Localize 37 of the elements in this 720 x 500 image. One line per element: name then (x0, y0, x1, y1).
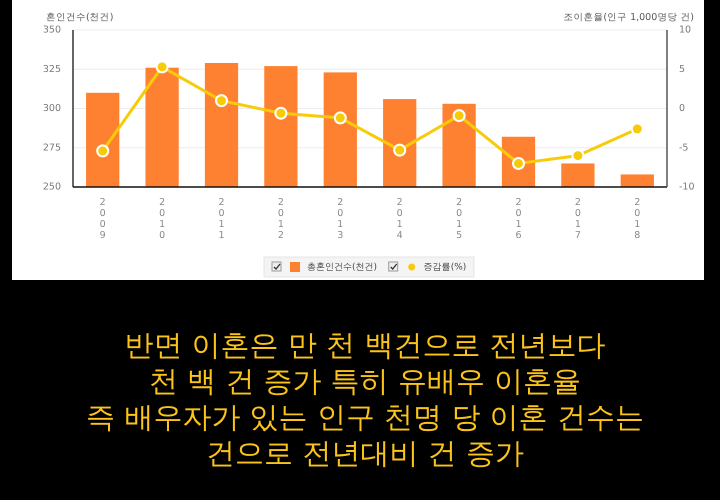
x-tick-label: 2014 (396, 197, 403, 241)
legend-label: 총혼인건수(천건) (307, 262, 378, 272)
point (452, 109, 466, 122)
y2-tick-label: 10 (679, 24, 692, 36)
x-tick-label: 2012 (278, 197, 284, 241)
point (215, 94, 228, 108)
point (630, 122, 644, 136)
y2-tick-label: -5 (679, 142, 688, 154)
y-tick-label: 275 (42, 142, 61, 154)
x-tick-label: 2011 (218, 197, 225, 241)
legend-label: 증감률(%) (424, 262, 466, 272)
text: 건으로 전년대비 건 증가 (206, 436, 524, 470)
y2-axis-title: 조이혼율(인구 1,000명당 건) (563, 12, 694, 23)
y-tick-label: 250 (42, 182, 61, 193)
x-tick-label: 2016 (515, 197, 522, 241)
y-tick-label: 325 (42, 64, 61, 75)
x-tick-label: 2013 (337, 197, 344, 241)
y2-tick-label: -10 (679, 182, 695, 193)
y-tick-label: 350 (42, 24, 61, 36)
y-tick-label: 300 (42, 103, 61, 114)
point (393, 144, 406, 157)
text: 천 백 건 증가 특히 유배우 이혼율 (148, 364, 582, 398)
point (156, 60, 169, 74)
x-tick-label: 2018 (634, 197, 640, 241)
y-axis-title: 혼인건수(천건) (46, 12, 114, 23)
y2-tick-label: 5 (679, 64, 686, 75)
x-tick-label: 2010 (159, 197, 166, 241)
x-tick-label: 2017 (574, 197, 581, 241)
point (334, 111, 347, 124)
point (96, 144, 110, 158)
text: 반면 이혼은 만 천 백건으로 전년보다 (124, 328, 606, 362)
point (571, 149, 584, 162)
x-tick-label: 2015 (456, 197, 462, 241)
y2-tick-label: 0 (679, 103, 686, 114)
point (274, 106, 288, 120)
text: 즉 배우자가 있는 인구 천명 당 이혼 건수는 (86, 400, 644, 434)
x-tick-label: 2009 (100, 197, 106, 241)
